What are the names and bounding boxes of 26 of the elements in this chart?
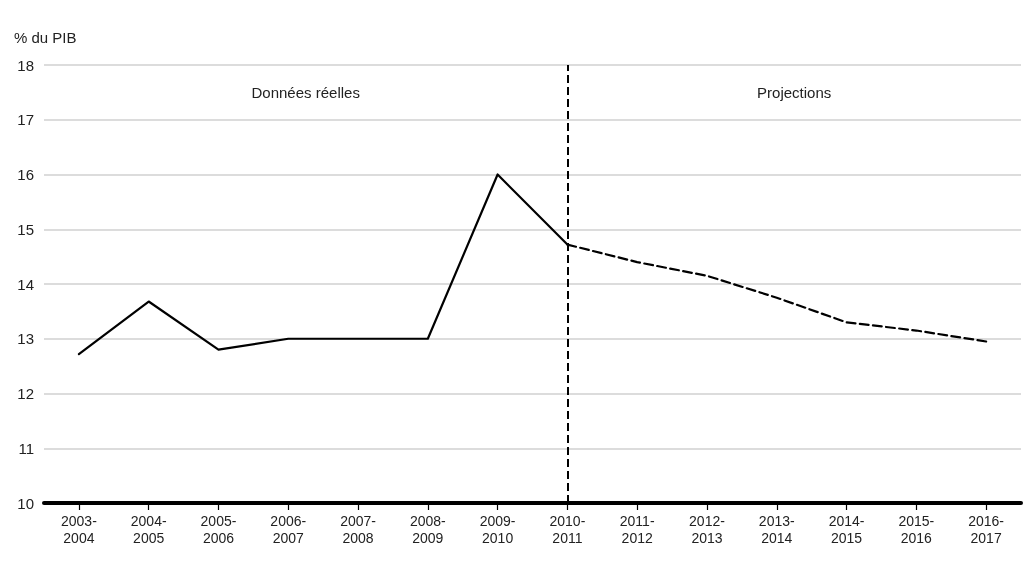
y-tick-label: 15 — [17, 220, 34, 238]
y-tick-label: 18 — [17, 56, 34, 74]
x-tick-label: 2003-2004 — [60, 512, 98, 546]
x-tick-label: 2009-2010 — [479, 512, 516, 546]
y-tick-label: 11 — [18, 439, 34, 457]
x-tick-label: 2011-2012 — [619, 512, 655, 546]
annotation: Données réelles — [251, 83, 360, 101]
x-tick-label: 2008-2009 — [409, 512, 447, 546]
y-tick-label: 14 — [17, 275, 34, 293]
x-tick-label: 2005-2006 — [200, 512, 237, 546]
y-tick-label: 13 — [17, 330, 34, 348]
x-tick-label: 2007-2008 — [340, 512, 377, 546]
y-tick-label: 17 — [17, 111, 34, 129]
x-tick-label: 2006-2007 — [270, 512, 307, 546]
x-tick-label: 2010-2011 — [549, 512, 586, 546]
x-tick-label: 2016-2017 — [968, 512, 1005, 546]
x-tick-label: 2012-2013 — [689, 512, 726, 546]
x-tick-label: 2014-2015 — [828, 512, 865, 546]
x-tick-label: 2013-2014 — [758, 512, 795, 546]
annotation: Projections — [757, 83, 832, 101]
y-tick-label: 10 — [17, 494, 34, 512]
y-tick-label: 12 — [17, 385, 34, 402]
y-axis-title: % du PIB — [14, 29, 77, 46]
y-tick-label: 16 — [17, 166, 34, 183]
x-tick-label: 2015-2016 — [898, 512, 935, 546]
x-tick-label: 2004-2005 — [130, 512, 167, 546]
